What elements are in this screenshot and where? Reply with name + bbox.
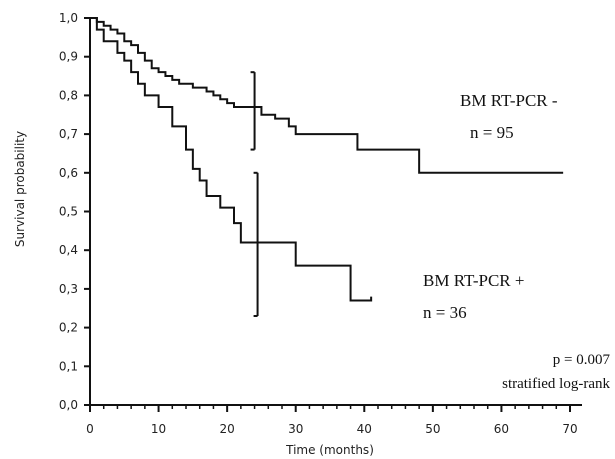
axes xyxy=(89,18,582,406)
x-tick-label: 0 xyxy=(86,422,94,436)
y-axis-title: Survival probability xyxy=(13,131,27,247)
series-line-negative xyxy=(90,17,564,174)
x-tick-label: 10 xyxy=(151,422,166,436)
ticks: 0,0 0,1 0,2 0,3 0,4 0,5 0,6 0,7 0,8 0,9 1,0 0 10 20 30… xyxy=(59,11,578,436)
confidence-intervals xyxy=(250,71,259,317)
series-n-negative: n = 95 xyxy=(470,123,514,142)
y-tick-label: 1,0 xyxy=(59,11,78,25)
y-tick-label: 0,2 xyxy=(59,321,78,335)
x-tick-label: 40 xyxy=(357,422,372,436)
x-tick-label: 60 xyxy=(494,422,509,436)
y-tick-label: 0,3 xyxy=(59,282,78,296)
y-tick-label: 0,7 xyxy=(59,127,78,141)
y-tick-label: 0,1 xyxy=(59,359,78,373)
p-value-annotation: p = 0.007 xyxy=(553,352,611,368)
y-tick-label: 0,9 xyxy=(59,50,78,64)
x-axis-title: Time (months) xyxy=(285,443,374,457)
series-group xyxy=(90,17,564,302)
series-line-positive xyxy=(90,17,373,302)
x-tick-label: 70 xyxy=(562,422,577,436)
y-tick-label: 0,6 xyxy=(59,166,78,180)
x-tick-label: 30 xyxy=(288,422,303,436)
test-name-annotation: stratified log-rank xyxy=(502,376,610,392)
y-tick-label: 0,5 xyxy=(59,205,78,219)
y-tick-label: 0,8 xyxy=(59,88,78,102)
x-tick-label: 50 xyxy=(425,422,440,436)
series-n-positive: n = 36 xyxy=(423,303,467,322)
series-label-negative: BM RT-PCR - xyxy=(460,91,558,110)
series-label-positive: BM RT-PCR + xyxy=(423,271,524,290)
x-tick-label: 20 xyxy=(220,422,235,436)
y-tick-label: 0,4 xyxy=(59,243,78,257)
y-tick-label: 0,0 xyxy=(59,398,78,412)
